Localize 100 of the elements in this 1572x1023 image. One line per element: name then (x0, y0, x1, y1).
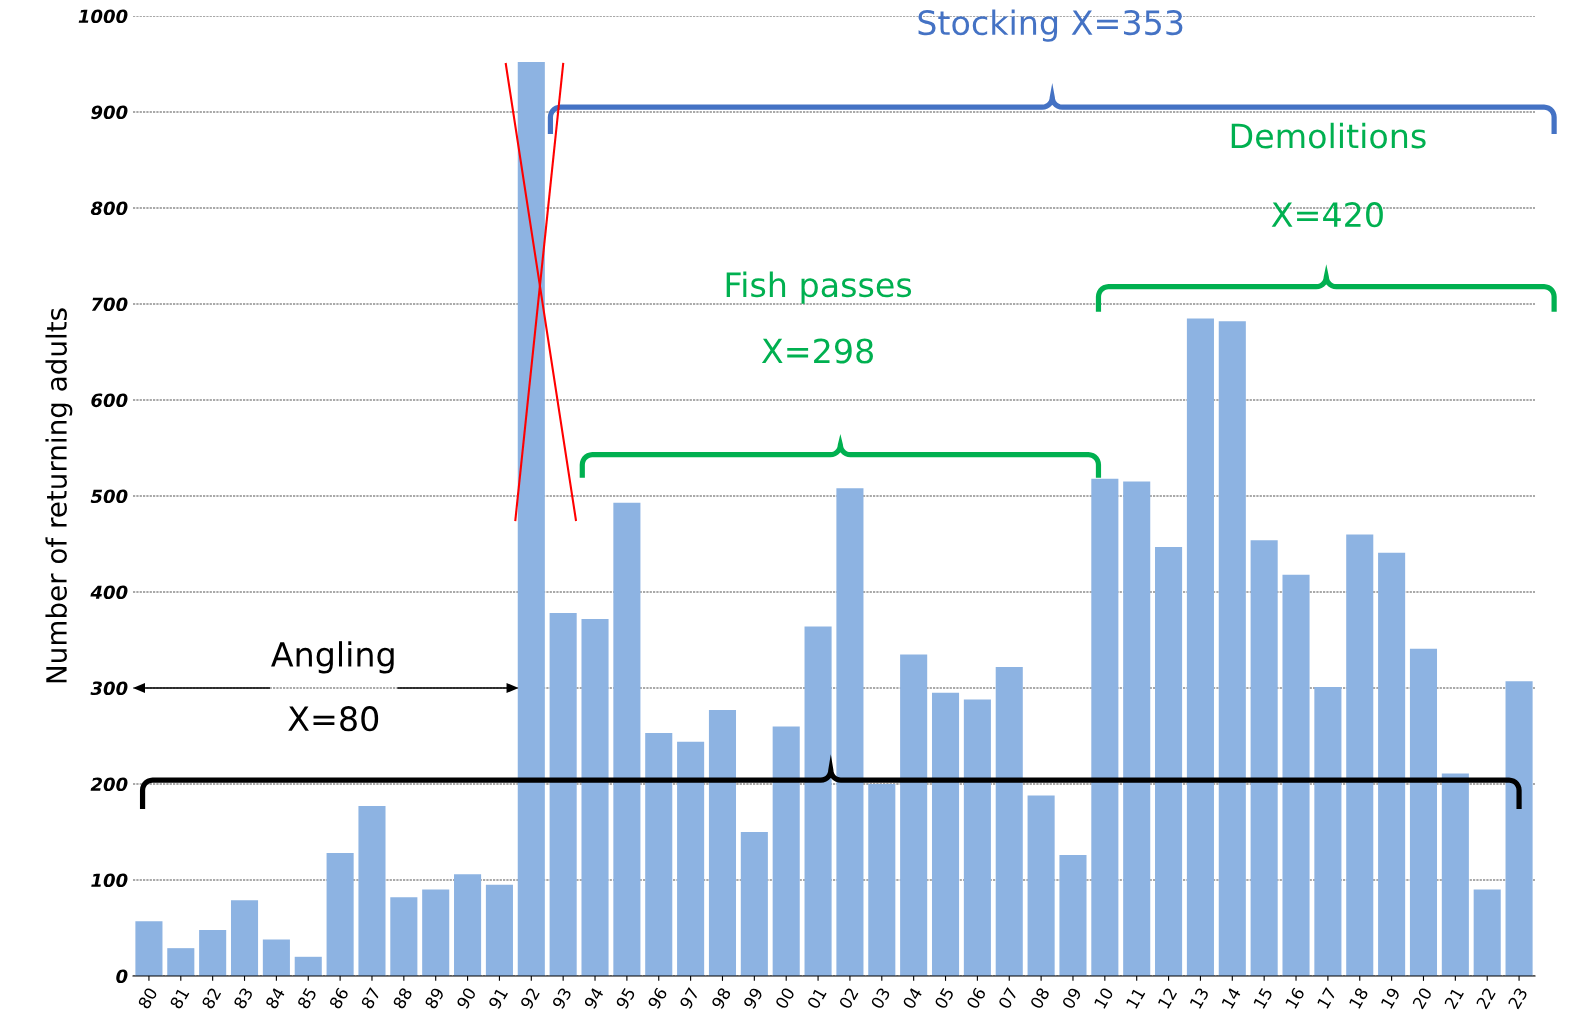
x-tick-label: 21 (1443, 987, 1464, 1010)
bar (772, 726, 800, 976)
x-tick-label: 89 (424, 986, 445, 1010)
bar (199, 929, 227, 976)
annotation: X=420 (1271, 202, 1383, 228)
bar (1218, 321, 1246, 976)
bar (1409, 648, 1438, 976)
bar (326, 853, 354, 976)
bar (804, 626, 832, 976)
bar (613, 502, 641, 976)
x-tick-label: 95 (615, 987, 636, 1010)
bar (1123, 481, 1151, 976)
y-tick-label: 700 (91, 297, 128, 312)
bar (1027, 795, 1055, 976)
x-tick-label: 83 (233, 987, 254, 1010)
bar (549, 613, 577, 976)
x-tick-label: 05 (934, 987, 955, 1010)
bar (995, 666, 1023, 976)
x-tick-label: 94 (583, 986, 605, 1010)
x-tick-label: 17 (1316, 987, 1337, 1009)
x-tick-label: 01 (806, 987, 827, 1010)
y-tick-label: 500 (90, 489, 128, 504)
bar (294, 956, 322, 976)
bar (358, 806, 386, 976)
bar (677, 741, 705, 976)
x-tick-label: 00 (774, 986, 796, 1010)
bar (230, 900, 259, 976)
x-tick-label: 22 (1475, 987, 1496, 1010)
x-tick-label: 93 (551, 987, 572, 1010)
bar (390, 897, 418, 976)
x-tick-label: 96 (647, 986, 668, 1010)
bar (135, 921, 163, 976)
x-tick-label: 87 (360, 987, 381, 1010)
x-tick-label: 06 (965, 986, 987, 1010)
annotation: Stocking X=353 (918, 9, 1183, 42)
x-tick-label: 09 (1061, 986, 1082, 1010)
x-tick-label: 19 (1380, 986, 1401, 1009)
y-tick-label: 1000 (78, 9, 128, 24)
x-tick-label: 98 (710, 986, 732, 1010)
bar (1346, 534, 1374, 976)
y-tick-label: 300 (90, 681, 128, 696)
x-tick-label: 13 (1189, 987, 1210, 1009)
bar (1378, 552, 1406, 976)
annotation: Demolitions (1231, 122, 1426, 149)
y-axis-title: Number of returning adults (45, 308, 73, 683)
y-tick-label: 400 (90, 585, 128, 600)
y-tick-label: 0 (116, 969, 128, 984)
y-tick-label: 100 (91, 873, 128, 888)
bar (1059, 855, 1087, 976)
bar (836, 488, 864, 976)
x-tick-label: 02 (838, 987, 859, 1010)
x-tick-label: 07 (997, 987, 1019, 1010)
bar (517, 62, 545, 976)
bar (581, 618, 609, 976)
bar (1505, 681, 1533, 976)
x-tick-label: 11 (1125, 987, 1146, 1009)
x-tick-label: 92 (519, 987, 540, 1010)
y-tick-label: 800 (90, 201, 128, 216)
bar (1091, 478, 1119, 976)
x-tick-label: 91 (487, 987, 509, 1010)
bar (422, 889, 450, 976)
bar (454, 874, 482, 976)
x-tick-label: 81 (169, 987, 190, 1010)
y-tick-label: 600 (91, 393, 128, 408)
bar (1186, 318, 1214, 976)
x-tick-label: 20 (1412, 986, 1433, 1010)
x-tick-label: 90 (456, 986, 477, 1010)
bar (963, 699, 991, 976)
x-tick-label: 99 (742, 986, 764, 1010)
x-tick-label: 12 (1157, 987, 1178, 1009)
x-tick-label: 23 (1507, 987, 1528, 1010)
annotation: Angling (271, 641, 394, 674)
x-tick-label: 10 (1093, 986, 1114, 1009)
bar (1314, 687, 1342, 976)
x-tick-label: 80 (137, 986, 158, 1010)
bar (740, 832, 768, 976)
x-tick-label: 82 (201, 987, 222, 1010)
x-tick-label: 08 (1029, 986, 1051, 1010)
bar (1155, 546, 1183, 976)
x-tick-label: 86 (328, 986, 350, 1010)
bar (485, 884, 513, 976)
bar (167, 948, 195, 976)
x-tick-label: 97 (679, 987, 700, 1010)
bar (262, 939, 290, 976)
y-tick-label: 900 (91, 105, 128, 120)
bar (900, 654, 928, 976)
bar (1473, 889, 1501, 976)
bar (1250, 540, 1278, 976)
annotation: Fish passes (726, 271, 912, 304)
bar (1441, 773, 1469, 976)
x-tick-label: 85 (296, 987, 318, 1010)
bar (708, 710, 737, 976)
bar (931, 692, 960, 976)
bar (868, 784, 896, 976)
x-tick-label: 14 (1221, 986, 1242, 1009)
bar (645, 733, 673, 976)
y-tick-label: 200 (90, 777, 128, 792)
x-tick-label: 03 (870, 987, 891, 1010)
x-tick-label: 15 (1253, 987, 1273, 1009)
bar (1282, 574, 1310, 976)
